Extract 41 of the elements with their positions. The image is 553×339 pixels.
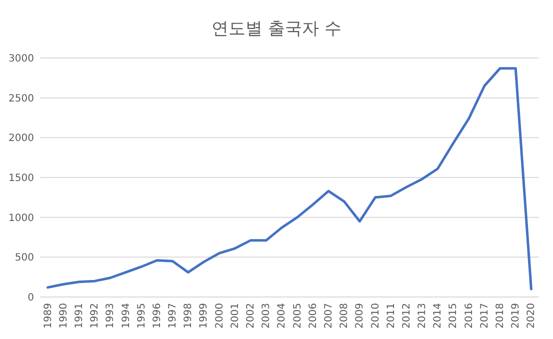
y-tick-label: 1500 — [8, 173, 34, 184]
x-tick-label: 1998 — [183, 303, 194, 328]
x-tick-label: 1990 — [58, 303, 70, 328]
x-tick-label: 1991 — [74, 303, 85, 328]
x-tick-label: 1993 — [105, 303, 116, 328]
y-tick-label: 3000 — [8, 54, 34, 64]
x-tick-label: 2014 — [432, 303, 444, 328]
y-tick-label: 1000 — [8, 212, 34, 224]
x-tick-label: 2001 — [230, 303, 241, 328]
x-tick-label: 1992 — [90, 303, 101, 328]
x-tick-label: 2019 — [510, 303, 522, 328]
x-tick-label: 2012 — [401, 303, 412, 328]
x-tick-label: 2007 — [323, 303, 334, 328]
x-tick-label: 2003 — [261, 303, 272, 328]
x-tick-label: 1995 — [136, 303, 148, 328]
x-tick-label: 1997 — [168, 303, 179, 328]
y-tick-label: 500 — [14, 252, 34, 264]
x-tick-label: 2011 — [386, 303, 397, 328]
line-series — [46, 67, 532, 290]
x-tick-label: 1996 — [152, 303, 163, 328]
x-tick-label: 2018 — [495, 303, 506, 328]
x-tick-label: 2010 — [370, 303, 382, 328]
x-tick-label: 2002 — [246, 303, 257, 328]
x-tick-label: 2020 — [526, 303, 538, 328]
x-tick-label: 2016 — [464, 303, 475, 328]
y-tick-label: 2500 — [8, 93, 34, 104]
x-tick-label: 1989 — [42, 303, 54, 328]
x-tick-label: 2013 — [417, 303, 428, 328]
x-tick-label: 2006 — [308, 303, 319, 328]
x-tick-label: 2000 — [214, 303, 226, 328]
x-tick-label: 2017 — [479, 303, 490, 328]
x-tick-label: 2015 — [448, 303, 460, 328]
x-tick-label: 1994 — [120, 303, 132, 328]
x-tick-label: 2008 — [339, 303, 350, 328]
chart-title: 연도별 출국자 수 — [212, 19, 342, 39]
x-tick-label: 2005 — [292, 303, 304, 328]
y-tick-label: 2000 — [8, 133, 34, 144]
x-tick-label: 2004 — [276, 303, 288, 328]
x-tick-label: 2009 — [354, 303, 366, 328]
x-tick-label: 1999 — [198, 303, 210, 328]
y-tick-label: 0 — [28, 292, 34, 304]
